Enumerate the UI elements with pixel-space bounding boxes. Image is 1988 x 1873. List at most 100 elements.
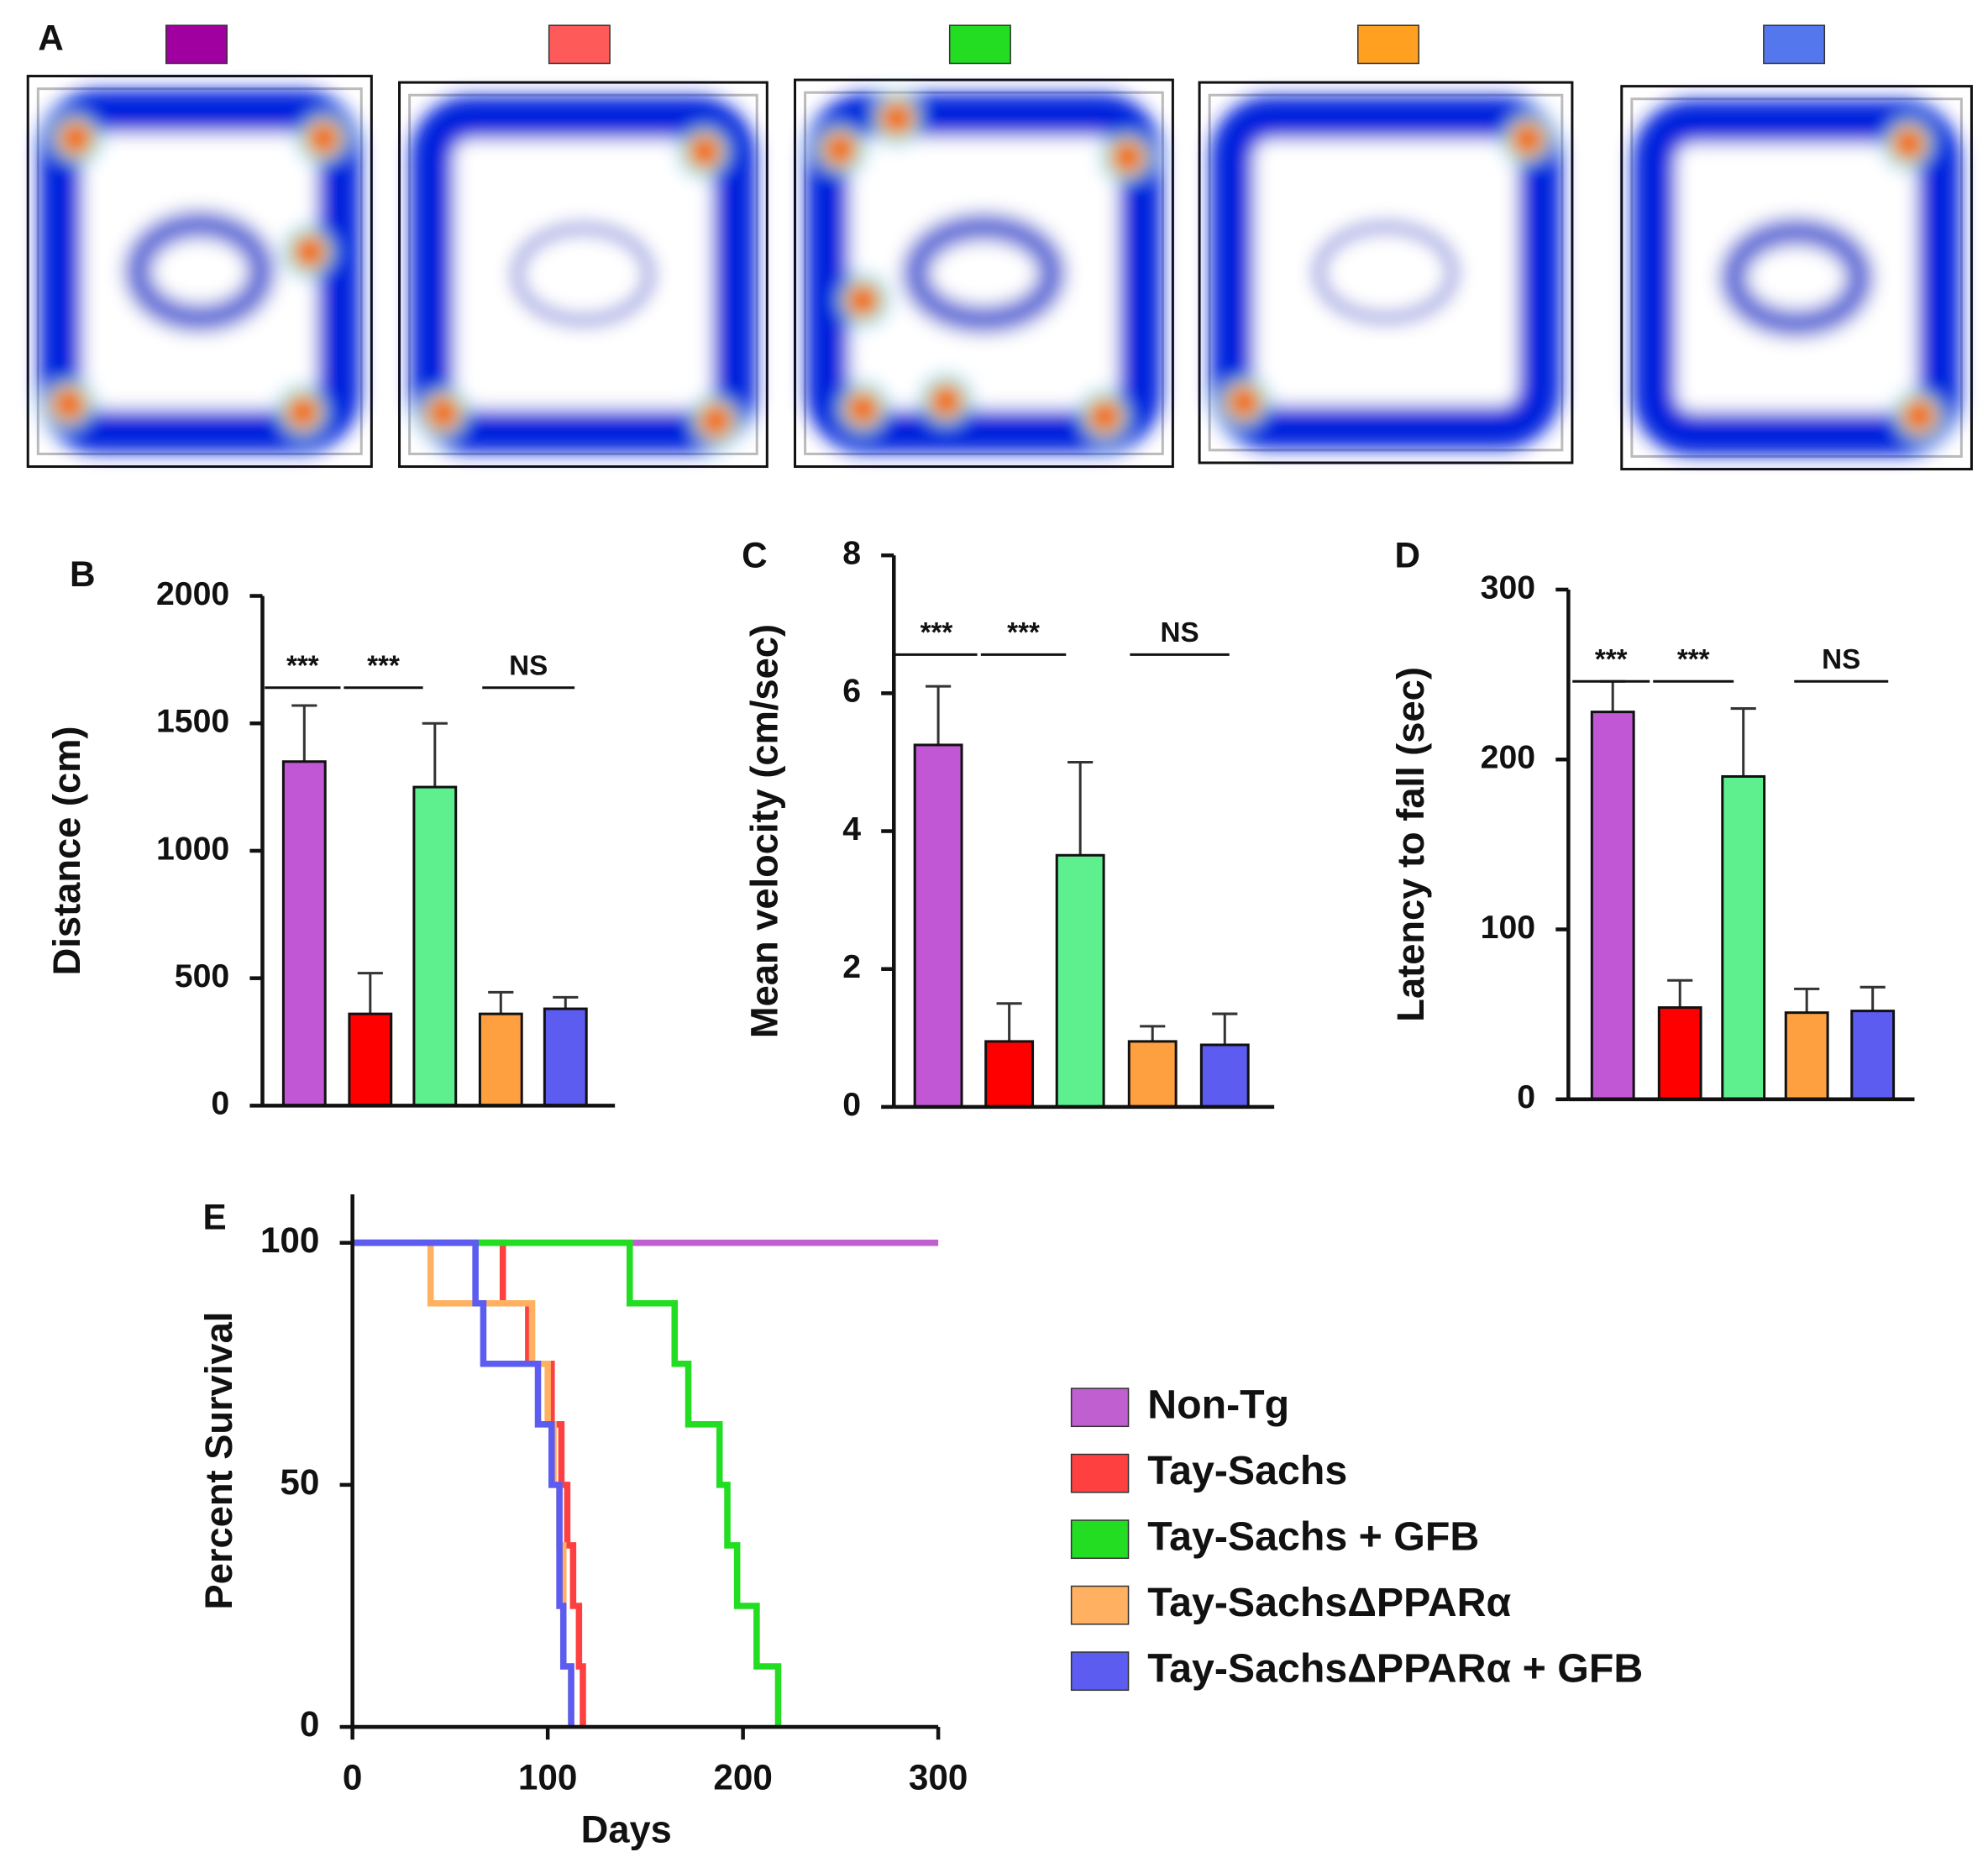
heatmap-blob <box>901 212 1067 334</box>
heatmap <box>794 78 1174 469</box>
color-swatch <box>948 24 1011 65</box>
y-tick-label: 50 <box>280 1462 319 1502</box>
significance-label: NS <box>1822 644 1860 675</box>
heatmap-hotspot <box>1499 111 1555 168</box>
significance-label: *** <box>921 617 953 648</box>
y-axis-label: Percent Survival <box>197 1312 240 1610</box>
heatmap <box>1198 81 1574 464</box>
survival-line <box>352 1239 586 1728</box>
heatmap-ring <box>1633 100 1960 455</box>
heatmap-blob <box>1719 218 1874 338</box>
heatmap-hotspot <box>275 384 331 440</box>
heatmap-inner <box>804 91 1164 455</box>
heatmap-hotspot <box>835 380 891 437</box>
legend-swatch <box>1070 1519 1130 1560</box>
significance-label: NS <box>1160 617 1199 648</box>
heatmap-ring <box>411 96 756 453</box>
y-tick-label: 2 <box>842 948 861 985</box>
y-tick-label: 0 <box>300 1704 320 1744</box>
heatmap-ring <box>806 93 1162 453</box>
y-tick-label: 4 <box>842 811 861 847</box>
legend-label: Tay-Sachs + GFB <box>1147 1514 1479 1559</box>
x-tick-label: 300 <box>909 1758 968 1797</box>
bar <box>913 743 963 1109</box>
legend-swatch <box>1070 1651 1130 1692</box>
y-tick-label: 1000 <box>156 830 229 867</box>
bar <box>1784 1011 1829 1101</box>
y-tick-label: 0 <box>211 1085 229 1122</box>
heatmap-hotspot <box>281 223 338 281</box>
heatmap-hotspot <box>415 385 472 441</box>
bar <box>1590 711 1635 1101</box>
x-tick-label: 200 <box>713 1758 773 1797</box>
significance-label: *** <box>1677 644 1710 675</box>
heatmap-density <box>806 90 1162 453</box>
heatmap-hotspot <box>835 272 891 328</box>
bar <box>1127 1040 1178 1109</box>
heatmap-hotspot <box>687 392 744 449</box>
heatmap-hotspot <box>918 373 974 429</box>
significance-label: *** <box>1595 644 1628 675</box>
y-tick-label: 8 <box>842 535 861 572</box>
legend-swatch <box>1070 1388 1130 1428</box>
heatmap-hotspot <box>1077 388 1133 444</box>
y-tick-label: 500 <box>175 957 229 994</box>
heatmap <box>1620 85 1973 471</box>
y-tick-label: 2000 <box>156 575 229 612</box>
color-swatch <box>548 24 611 65</box>
significance-label: *** <box>1007 617 1040 648</box>
heatmap-density <box>1210 96 1561 449</box>
bar <box>1055 853 1105 1109</box>
heatmap <box>398 81 768 469</box>
heatmap-hotspot <box>812 121 868 178</box>
y-tick-label: 6 <box>842 673 861 710</box>
heatmap-density <box>411 96 756 453</box>
color-swatch <box>1357 24 1419 65</box>
bar <box>478 1012 523 1107</box>
heatmap-blob <box>511 223 655 326</box>
legend-label: Tay-SachsΔPPARα <box>1147 1580 1511 1625</box>
bar <box>984 1040 1035 1109</box>
color-swatch <box>1763 24 1826 65</box>
x-tick-label: 100 <box>518 1758 578 1797</box>
bar <box>281 760 327 1107</box>
panel-label: C <box>742 535 768 574</box>
significance-label: *** <box>367 650 400 681</box>
bar <box>1850 1010 1896 1101</box>
heatmap-hotspot <box>295 110 352 167</box>
heatmap-hotspot <box>48 110 104 167</box>
heatmap-inner <box>1208 93 1564 452</box>
significance-label: *** <box>286 650 319 681</box>
heatmap-hotspot <box>1880 115 1937 172</box>
panel-label: E <box>203 1197 227 1236</box>
y-axis-label: Latency to fall (sec) <box>1389 667 1432 1022</box>
y-tick-label: 1500 <box>156 703 229 740</box>
heatmap-blob <box>1314 222 1458 323</box>
x-tick-label: 0 <box>343 1758 363 1797</box>
y-tick-label: 0 <box>1517 1078 1535 1115</box>
panel-label: B <box>70 554 96 594</box>
heatmap-hotspot <box>1891 387 1948 443</box>
y-axis-label: Distance (cm) <box>45 727 88 976</box>
survival-line <box>352 1239 782 1728</box>
x-axis-label: Days <box>581 1807 672 1850</box>
heatmap-inner <box>408 93 758 455</box>
legend-label: Tay-SachsΔPPARα + GFB <box>1147 1645 1643 1691</box>
heatmap-hotspot <box>1216 374 1272 430</box>
bar <box>348 1012 393 1107</box>
survival-line <box>352 1239 574 1728</box>
heatmap-inner <box>1630 97 1963 458</box>
heatmap <box>26 75 373 469</box>
bar <box>412 785 458 1107</box>
legend-swatch <box>1070 1453 1130 1493</box>
heatmap-ring <box>1210 96 1561 449</box>
bar <box>1721 774 1766 1101</box>
significance-label: NS <box>509 650 548 681</box>
y-tick-label: 0 <box>842 1086 861 1123</box>
heatmap-density <box>39 90 360 453</box>
panel-label: A <box>38 18 64 57</box>
legend-label: Non-Tg <box>1147 1382 1289 1427</box>
heatmap-density <box>1633 100 1960 455</box>
